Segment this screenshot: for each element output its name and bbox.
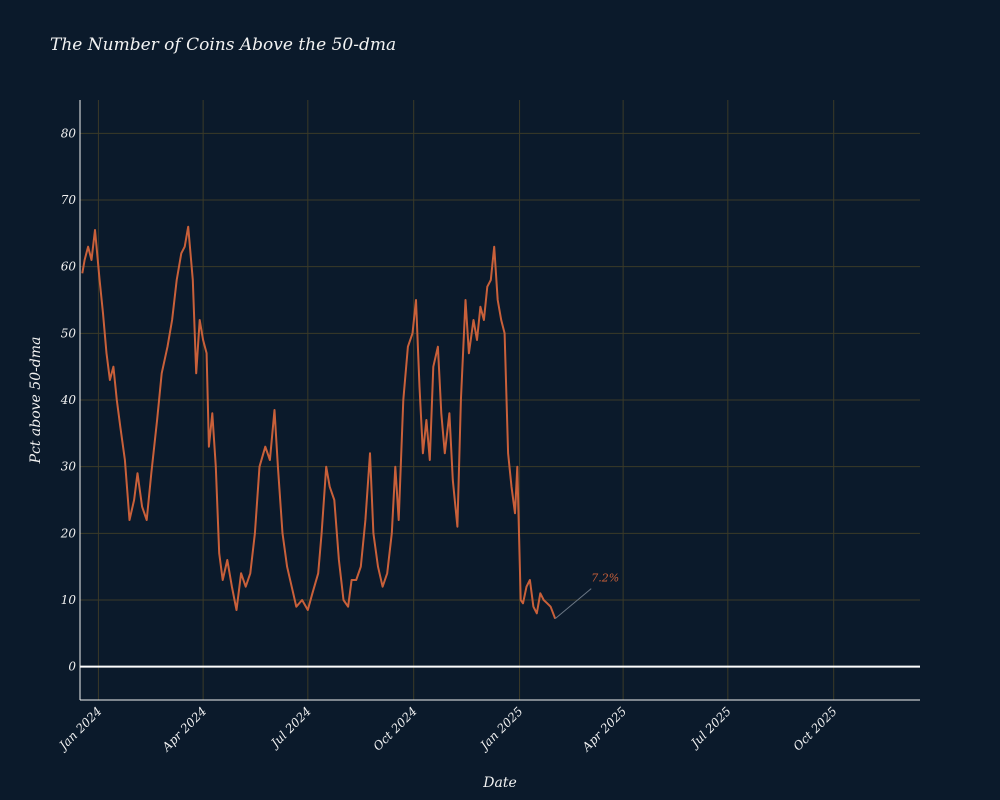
y-tick-label: 0 <box>68 660 76 674</box>
series-group <box>81 225 557 620</box>
series-line-0 <box>81 225 557 620</box>
y-tick-label: 40 <box>60 393 77 407</box>
y-axis-ticks: 0 10 20 30 40 50 60 70 80 <box>60 126 77 673</box>
chart-title: The Number of Coins Above the 50-dma <box>50 35 396 55</box>
axes <box>79 100 920 701</box>
y-tick-label: 30 <box>61 460 77 474</box>
annotation-label: 7.2% <box>591 572 619 585</box>
y-tick-label: 20 <box>60 526 77 540</box>
y-tick-label: 50 <box>61 326 77 340</box>
y-tick-label: 80 <box>61 126 77 140</box>
annotation-group: 7.2% <box>554 572 619 620</box>
y-tick-label: 60 <box>61 260 77 274</box>
y-tick-label: 70 <box>61 193 77 207</box>
annotation-arrow <box>554 588 592 620</box>
y-axis-title: Pct above 50-dma <box>28 337 44 465</box>
y-tick-label: 10 <box>61 593 77 607</box>
grid <box>80 100 920 700</box>
x-axis-title: Date <box>482 775 516 791</box>
